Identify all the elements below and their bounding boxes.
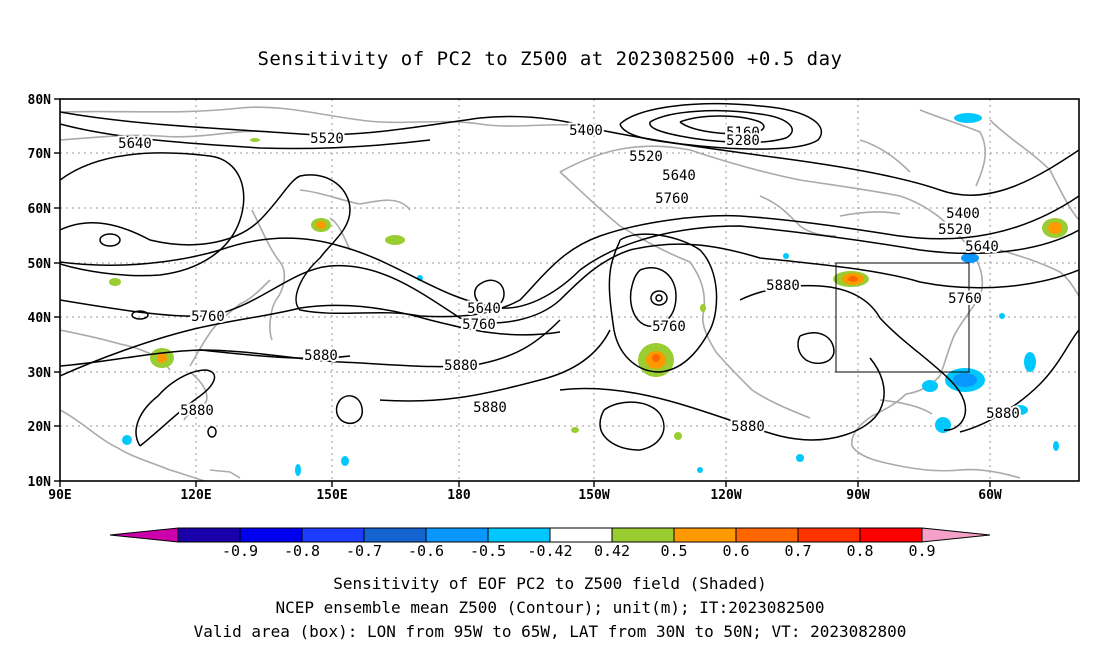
colorbar-segment (301, 527, 365, 543)
contour-label: 5760 (191, 309, 225, 325)
colorbar-segment (797, 527, 861, 543)
lat-label: 10N (28, 475, 52, 490)
contour-label: 5760 (948, 291, 982, 307)
colorbar-segment (549, 527, 613, 543)
lon-label: 60W (978, 488, 1002, 503)
contour-label: 5520 (310, 131, 344, 147)
lon-label: 150W (578, 488, 609, 503)
caption-line-2: NCEP ensemble mean Z500 (Contour); unit(… (275, 598, 825, 617)
colorbar-label: -0.42 (527, 542, 572, 560)
contour-label: 5520 (938, 222, 972, 238)
lon-label: 90E (48, 488, 71, 503)
tick-marks (54, 98, 991, 487)
contour-label: 5640 (965, 239, 999, 255)
caption-line-1: Sensitivity of EOF PC2 to Z500 field (Sh… (333, 574, 767, 593)
contour-label: 5880 (444, 358, 478, 374)
contour-label: 5520 (629, 149, 663, 165)
chart-title: Sensitivity of PC2 to Z500 at 2023082500… (257, 48, 843, 70)
lon-label: 90W (846, 488, 870, 503)
contour-label: 5880 (731, 419, 765, 435)
colorbar-segment (611, 527, 675, 543)
colorbar-label: 0.6 (722, 542, 749, 560)
lat-label: 80N (28, 93, 52, 108)
grid-lines (60, 99, 1079, 481)
colorbar-label: 0.8 (846, 542, 873, 560)
contour-label: 5760 (655, 191, 689, 207)
contour-label: 5280 (726, 133, 760, 149)
colorbar-segment (239, 527, 303, 543)
lon-label: 150E (316, 488, 347, 503)
valid-area-box (835, 262, 970, 373)
colorbar-label: -0.9 (222, 542, 258, 560)
lon-label: 120E (180, 488, 211, 503)
colorbar: -0.9 -0.8 -0.7 -0.6 -0.5 -0.42 0.42 0.5 0.6 0.7 0.… (109, 527, 991, 560)
colorbar-segment (735, 527, 799, 543)
lon-label: 120W (710, 488, 741, 503)
colorbar-segment (425, 527, 489, 543)
contour-label: 5760 (652, 319, 686, 335)
z500-contours (60, 103, 1079, 451)
lat-label: 50N (28, 257, 52, 272)
sensitivity-shading (109, 113, 1068, 476)
contour-label: 5400 (569, 123, 603, 139)
colorbar-label: -0.6 (408, 542, 444, 560)
map-frame (59, 98, 1080, 482)
contour-label: 5880 (986, 406, 1020, 422)
coastlines (60, 106, 1079, 481)
contour-label: 5640 (662, 168, 696, 184)
contour-label: 5880 (473, 400, 507, 416)
contour-label: 5880 (180, 403, 214, 419)
contour-label: 5640 (467, 301, 501, 317)
contour-label: 5400 (946, 206, 980, 222)
colorbar-segment (859, 527, 923, 543)
lat-label: 70N (28, 147, 52, 162)
colorbar-triangle-left (109, 527, 179, 543)
colorbar-label: 0.7 (784, 542, 811, 560)
colorbar-triangle-right (921, 527, 991, 543)
contour-label: 5880 (304, 348, 338, 364)
lat-label: 30N (28, 366, 52, 381)
lat-label: 20N (28, 420, 52, 435)
lon-label: 180 (447, 488, 471, 503)
colorbar-segment (363, 527, 427, 543)
colorbar-segment (487, 527, 551, 543)
contour-label: 5880 (766, 278, 800, 294)
colorbar-label: 0.9 (908, 542, 935, 560)
colorbar-label: 0.5 (660, 542, 687, 560)
contour-label: 5640 (118, 136, 152, 152)
contour-label: 5160 (726, 125, 760, 141)
colorbar-label: 0.42 (594, 542, 630, 560)
colorbar-label: -0.8 (284, 542, 320, 560)
colorbar-label: -0.5 (470, 542, 506, 560)
colorbar-label: -0.7 (346, 542, 382, 560)
lat-label: 40N (28, 311, 52, 326)
lat-label: 60N (28, 202, 52, 217)
caption-line-3: Valid area (box): LON from 95W to 65W, L… (193, 622, 907, 641)
contour-label: 5760 (462, 317, 496, 333)
colorbar-segment (177, 527, 241, 543)
colorbar-segment (673, 527, 737, 543)
